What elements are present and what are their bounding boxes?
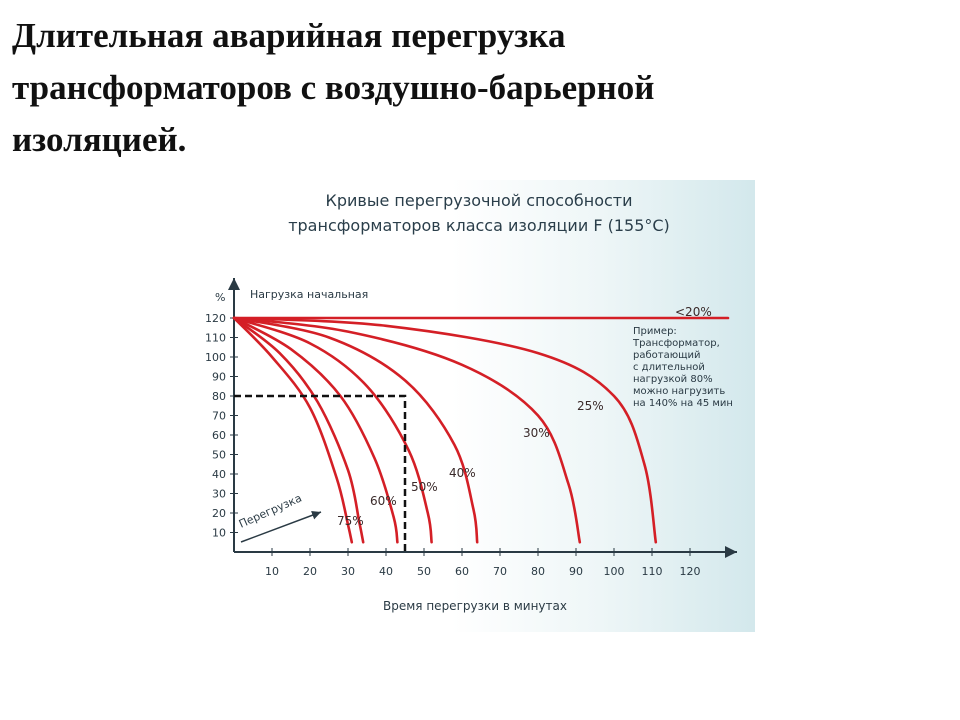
example-note-line: на 140% на 45 мин bbox=[633, 398, 733, 409]
curve-50 bbox=[232, 316, 433, 544]
example-note-line: Пример: bbox=[633, 326, 677, 337]
overload-arrow bbox=[240, 510, 322, 543]
y-tick-label: 80 bbox=[212, 390, 226, 403]
overload-chart-figure: Кривые перегрузочной способности трансфо… bbox=[203, 180, 755, 632]
y-tick-label: 110 bbox=[205, 332, 226, 345]
y-tick-label: 90 bbox=[212, 371, 226, 384]
x-tick-label: 70 bbox=[493, 565, 507, 578]
x-tick-label: 90 bbox=[569, 565, 583, 578]
y-tick-label: 50 bbox=[212, 449, 226, 462]
x-tick-label: 50 bbox=[417, 565, 431, 578]
y-tick-label: 120 bbox=[205, 312, 226, 325]
y-tick-label: 70 bbox=[212, 410, 226, 423]
chart-title-line: Кривые перегрузочной способности bbox=[326, 191, 633, 210]
example-note-line: нагрузкой 80% bbox=[633, 374, 713, 385]
chart-title-line: трансформаторов класса изоляции F (155°C… bbox=[288, 216, 670, 235]
y-tick-label: 10 bbox=[212, 527, 226, 540]
overload-curves-chart: Кривые перегрузочной способности трансфо… bbox=[205, 191, 737, 613]
y-tick-label: 100 bbox=[205, 351, 226, 364]
curve-label: 75% bbox=[337, 514, 364, 528]
curve-label: 25% bbox=[577, 399, 604, 413]
x-tick-label: 10 bbox=[265, 565, 279, 578]
curve-label: 30% bbox=[523, 426, 550, 440]
x-tick-label: 110 bbox=[642, 565, 663, 578]
example-note-line: Трансформатор, bbox=[632, 338, 720, 349]
curve-40 bbox=[232, 316, 479, 544]
x-tick-label: 40 bbox=[379, 565, 393, 578]
x-tick-label: 30 bbox=[341, 565, 355, 578]
slide-title-line: изоляцией. bbox=[12, 120, 187, 159]
y-tick-label: 40 bbox=[212, 468, 226, 481]
y-tick-label: 30 bbox=[212, 488, 226, 501]
curve-60 bbox=[232, 316, 399, 544]
example-note-line: можно нагрузить bbox=[633, 386, 725, 397]
slide-title: Длительная аварийная перегрузка трансфор… bbox=[12, 10, 912, 166]
y-axis-unit: % bbox=[215, 291, 225, 304]
curve-label: 40% bbox=[449, 466, 476, 480]
slide-title-line: трансформаторов с воздушно-барьерной bbox=[12, 68, 655, 107]
x-tick-label: 80 bbox=[531, 565, 545, 578]
curve-label: 50% bbox=[411, 480, 438, 494]
x-tick-label: 120 bbox=[680, 565, 701, 578]
x-tick-label: 20 bbox=[303, 565, 317, 578]
x-tick-label: 100 bbox=[604, 565, 625, 578]
curve-unlabeled bbox=[232, 316, 354, 544]
curve-30 bbox=[232, 316, 582, 544]
example-note-line: с длительной bbox=[633, 362, 705, 373]
curve-25 bbox=[232, 316, 658, 544]
example-note-line: работающий bbox=[633, 350, 701, 361]
example-dashed-marker bbox=[234, 394, 407, 552]
y-tick-label: 20 bbox=[212, 507, 226, 520]
overload-arrow-label: Перегрузка bbox=[237, 491, 304, 530]
slide-title-line: Длительная аварийная перегрузка bbox=[12, 16, 566, 55]
curve-label: <20% bbox=[675, 305, 712, 319]
curve-75 bbox=[232, 316, 365, 544]
y-axis-caption: Нагрузка начальная bbox=[250, 288, 368, 301]
x-tick-label: 60 bbox=[455, 565, 469, 578]
x-axis-label: Время перегрузки в минутах bbox=[383, 599, 567, 613]
y-tick-label: 60 bbox=[212, 429, 226, 442]
curve-label: 60% bbox=[370, 494, 397, 508]
